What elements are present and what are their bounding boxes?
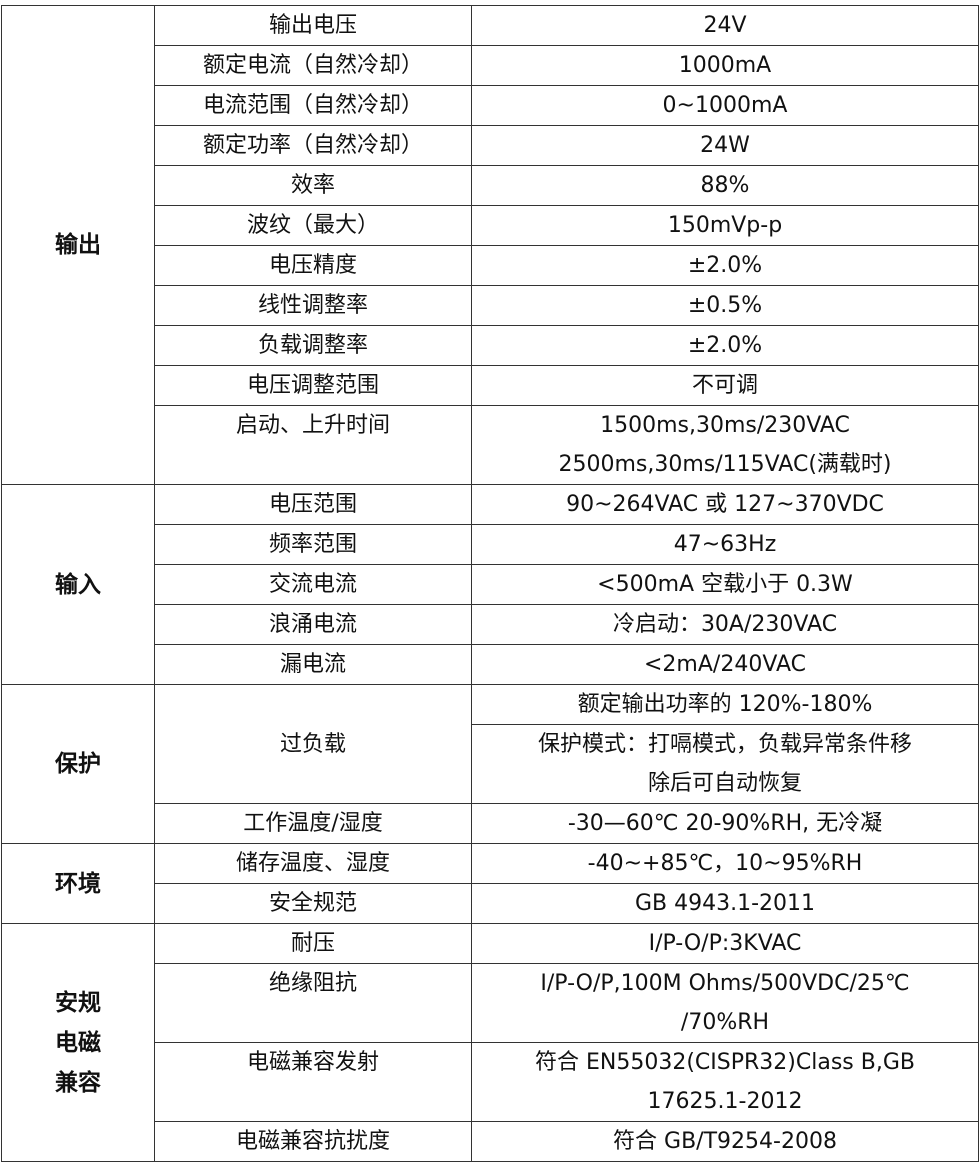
param-name: 电磁兼容发射 xyxy=(154,1042,472,1122)
param-value: 不可调 xyxy=(471,365,979,406)
table-row: 输出 输出电压 24V xyxy=(1,5,979,485)
group-label: 安规 电磁 兼容 xyxy=(1,923,155,1162)
param-name: 线性调整率 xyxy=(154,285,472,326)
param-name: 效率 xyxy=(154,165,472,206)
table-row: 安全规范 GB 4943.1-2011 xyxy=(2,883,979,924)
table-row: 线性调整率 ±0.5% xyxy=(2,285,979,326)
table-row: 输入 电压范围 90~264VAC 或 127~370VDC xyxy=(1,484,979,685)
param-value: 90~264VAC 或 127~370VDC xyxy=(471,484,979,525)
param-name: 额定电流（自然冷却） xyxy=(154,45,472,86)
group-label: 输入 xyxy=(1,484,155,685)
spec-table: 输出 输出电压 24V 额定电流（自然冷却） 1000mA 电流范围（自然冷却） 0~100… xyxy=(1,5,979,1162)
param-name: 工作温度/湿度 xyxy=(154,803,472,844)
param-name: 电压精度 xyxy=(154,245,472,286)
param-name: 过负载 xyxy=(154,684,472,804)
param-name: 电压调整范围 xyxy=(154,365,472,406)
param-value: ±2.0% xyxy=(471,245,979,286)
table-row: 漏电流 <2mA/240VAC xyxy=(2,644,979,685)
table-row: 启动、上升时间 1500ms,30ms/230VAC 2500ms,30ms/11… xyxy=(2,405,979,485)
table-row: 环境 储存温度、湿度 -40~+85℃，10~95%RH xyxy=(1,843,979,924)
param-name: 电流范围（自然冷却） xyxy=(154,85,472,126)
param-value: 额定输出功率的 120%-180% xyxy=(471,684,979,725)
table-row: 电压精度 ±2.0% xyxy=(2,245,979,286)
group-label: 环境 xyxy=(1,843,155,924)
param-name: 负载调整率 xyxy=(154,325,472,366)
param-value: -40~+85℃，10~95%RH xyxy=(471,843,979,884)
param-value: 47~63Hz xyxy=(471,524,979,565)
table-row: 电磁兼容发射 符合 EN55032(CISPR32)Class B,GB 1762… xyxy=(2,1042,979,1122)
param-name: 绝缘阻抗 xyxy=(154,963,472,1043)
param-value: 24W xyxy=(471,125,979,166)
param-name: 漏电流 xyxy=(154,644,472,685)
param-name: 安全规范 xyxy=(154,883,472,924)
table-row: 波纹（最大） 150mVp-p xyxy=(2,205,979,246)
param-name: 浪涌电流 xyxy=(154,604,472,645)
param-name: 额定功率（自然冷却） xyxy=(154,125,472,166)
param-value: 1500ms,30ms/230VAC 2500ms,30ms/115VAC(满载… xyxy=(471,405,979,485)
param-name: 波纹（最大） xyxy=(154,205,472,246)
param-value: 冷启动：30A/230VAC xyxy=(471,604,979,645)
param-value: 1000mA xyxy=(471,45,979,86)
param-value: 150mVp-p xyxy=(471,205,979,246)
param-value: 符合 EN55032(CISPR32)Class B,GB 17625.1-20… xyxy=(471,1042,979,1122)
table-row: 保护模式：打嗝模式，负载异常条件移 除后可自动恢复 xyxy=(2,724,979,804)
param-name: 频率范围 xyxy=(154,524,472,565)
table-row: 保护 过负载 额定输出功率的 120%-180% xyxy=(1,684,979,844)
param-name: 储存温度、湿度 xyxy=(154,843,472,884)
param-name: 输出电压 xyxy=(154,5,472,46)
param-name: 电压范围 xyxy=(154,484,472,525)
param-name: 耐压 xyxy=(154,923,472,964)
table-row: 电压调整范围 不可调 xyxy=(2,365,979,406)
param-value: 保护模式：打嗝模式，负载异常条件移 除后可自动恢复 xyxy=(471,724,979,804)
table-row: 额定电流（自然冷却） 1000mA xyxy=(2,45,979,86)
param-value: 24V xyxy=(471,5,979,46)
param-name: 启动、上升时间 xyxy=(154,405,472,485)
table-row: 交流电流 <500mA 空载小于 0.3W xyxy=(2,564,979,605)
table-row: 负载调整率 ±2.0% xyxy=(2,325,979,366)
param-value: GB 4943.1-2011 xyxy=(471,883,979,924)
param-value: I/P-O/P,100M Ohms/500VDC/25℃ /70%RH xyxy=(471,963,979,1043)
param-value: ±2.0% xyxy=(471,325,979,366)
param-value: 88% xyxy=(471,165,979,206)
param-value: <2mA/240VAC xyxy=(471,644,979,685)
param-value: I/P-O/P:3KVAC xyxy=(471,923,979,964)
param-value: ±0.5% xyxy=(471,285,979,326)
table-row: 安规 电磁 兼容 耐压 I/P-O/P:3KVAC xyxy=(1,923,979,1162)
group-label: 输出 xyxy=(1,5,155,485)
table-row: 工作温度/湿度 -30—60℃ 20-90%RH, 无冷凝 xyxy=(2,803,979,844)
table-row: 频率范围 47~63Hz xyxy=(2,524,979,565)
param-value: <500mA 空载小于 0.3W xyxy=(471,564,979,605)
spec-table-body: 输出 输出电压 24V 额定电流（自然冷却） 1000mA 电流范围（自然冷却） 0~100… xyxy=(1,5,979,1162)
param-value: 0~1000mA xyxy=(471,85,979,126)
param-value: -30—60℃ 20-90%RH, 无冷凝 xyxy=(471,803,979,844)
param-name: 交流电流 xyxy=(154,564,472,605)
table-row: 绝缘阻抗 I/P-O/P,100M Ohms/500VDC/25℃ /70%RH xyxy=(2,963,979,1043)
group-label: 保护 xyxy=(1,684,155,844)
